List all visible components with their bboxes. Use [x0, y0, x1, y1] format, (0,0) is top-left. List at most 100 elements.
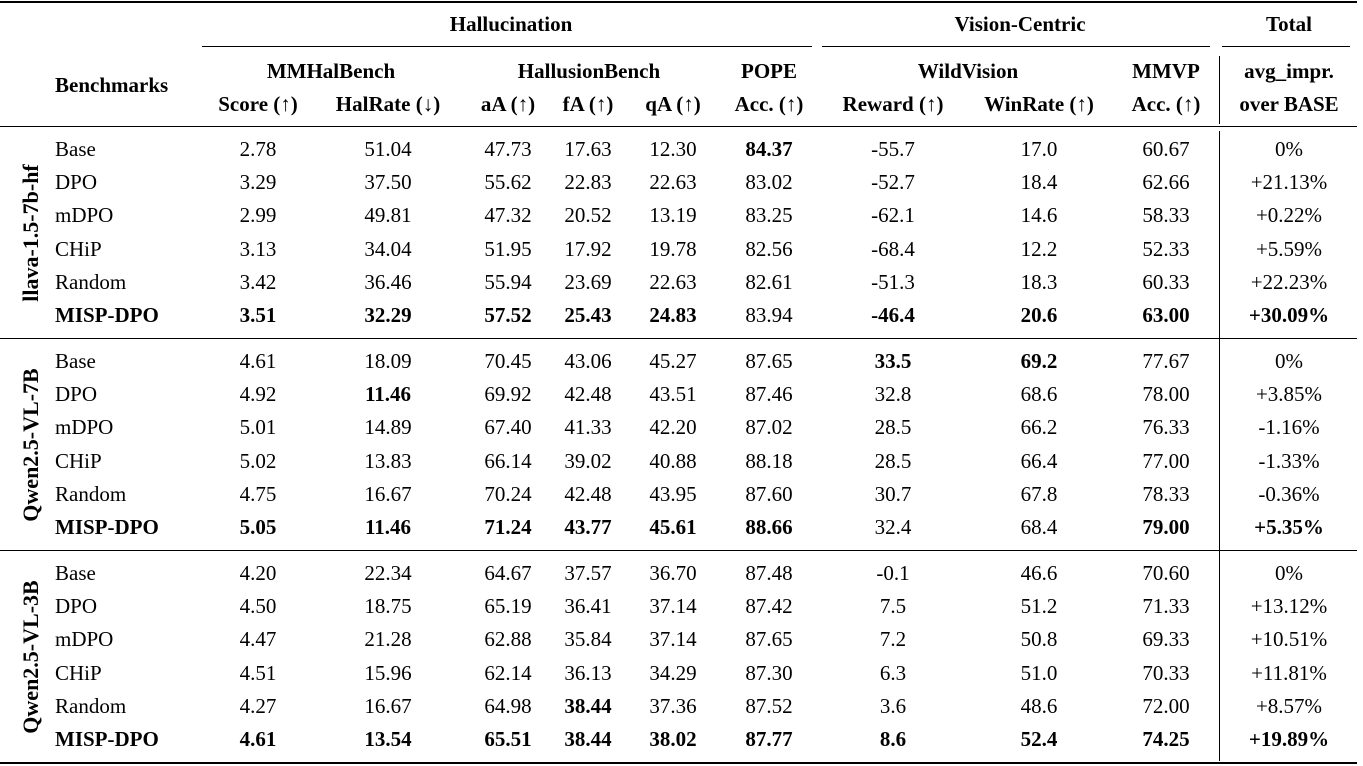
- table-cell: +30.09%: [1248, 303, 1330, 327]
- method-name: Random: [55, 269, 127, 294]
- method-name: mDPO: [55, 415, 114, 440]
- table-cell: 65.51: [484, 727, 532, 751]
- table-cell: 67.40: [484, 415, 532, 440]
- table-cell: 14.6: [1020, 203, 1058, 228]
- table-cell: 5.02: [239, 448, 277, 473]
- table-cell: 4.75: [239, 481, 277, 506]
- table-cell: 43.95: [649, 481, 697, 506]
- table-cell: 17.92: [564, 236, 612, 261]
- table-cell: 51.0: [1020, 660, 1058, 685]
- table-cell: 58.33: [1142, 203, 1190, 228]
- col-qa: qA (↑): [645, 92, 701, 116]
- table-cell: 37.36: [649, 693, 697, 718]
- table-cell: 66.14: [484, 448, 532, 473]
- col-reward: Reward (↑): [842, 92, 944, 116]
- table-cell: 40.88: [649, 448, 697, 473]
- table-cell: 47.73: [484, 137, 532, 161]
- table-cell: +0.22%: [1255, 203, 1323, 228]
- table-cell: 46.6: [1020, 561, 1058, 585]
- method-name: MISP-DPO: [55, 303, 159, 327]
- table-cell: 38.44: [564, 693, 612, 718]
- table-cell: 6.3: [879, 660, 907, 685]
- method-name: Base: [55, 349, 96, 373]
- table-cell: 55.62: [484, 170, 532, 195]
- model-label: llava-1.5-7b-hf: [18, 163, 43, 302]
- table-cell: 76.33: [1142, 415, 1190, 440]
- table-cell: 87.60: [745, 481, 793, 506]
- table-cell: 13.54: [364, 727, 412, 751]
- table-cell: 12.2: [1020, 236, 1058, 261]
- table-cell: -1.33%: [1258, 448, 1320, 473]
- table-cell: 69.33: [1142, 627, 1190, 652]
- table-cell: 70.33: [1142, 660, 1190, 685]
- table-cell: +21.13%: [1250, 170, 1328, 195]
- method-name: Random: [55, 693, 127, 718]
- table-cell: 77.67: [1142, 349, 1190, 373]
- table-cell: 77.00: [1142, 448, 1190, 473]
- table-cell: 63.00: [1142, 303, 1190, 327]
- table-cell: 66.4: [1020, 448, 1058, 473]
- table-cell: 3.42: [239, 269, 277, 294]
- col-mmvp-acc: Acc. (↑): [1131, 92, 1201, 116]
- subgroup-hallusionbench: HallusionBench: [517, 59, 661, 83]
- table-cell: 13.83: [364, 448, 412, 473]
- table-cell: 55.94: [484, 269, 532, 294]
- table-cell: 83.25: [745, 203, 793, 228]
- table-cell: -51.3: [871, 269, 915, 294]
- benchmarks-label: Benchmarks: [55, 73, 169, 97]
- table-cell: 16.67: [364, 693, 412, 718]
- method-name: mDPO: [55, 627, 114, 652]
- table-cell: 37.50: [364, 170, 412, 195]
- table-cell: -68.4: [871, 236, 915, 261]
- table-cell: 71.33: [1142, 594, 1190, 619]
- table-cell: -46.4: [871, 303, 915, 327]
- table-cell: 18.3: [1020, 269, 1058, 294]
- table-cell: +10.51%: [1250, 627, 1328, 652]
- table-cell: 37.57: [564, 561, 612, 585]
- table-cell: 21.28: [364, 627, 412, 652]
- group-vision-centric: Vision-Centric: [954, 12, 1086, 36]
- table-cell: -52.7: [871, 170, 915, 195]
- table-cell: -0.36%: [1258, 481, 1320, 506]
- table-cell: 18.75: [364, 594, 412, 619]
- col-fa: fA (↑): [562, 92, 614, 116]
- table-cell: 69.2: [1020, 349, 1058, 373]
- total-underline: [1222, 46, 1350, 47]
- table-cell: 42.20: [649, 415, 697, 440]
- bottom-rule: [0, 762, 1357, 764]
- table-cell: 87.02: [745, 415, 793, 440]
- table-cell: 64.67: [484, 561, 532, 585]
- table-cell: 19.78: [649, 236, 697, 261]
- table-cell: 45.61: [649, 515, 697, 539]
- table-cell: 37.14: [649, 594, 697, 619]
- table-cell: +3.85%: [1255, 382, 1323, 407]
- method-name: Random: [55, 481, 127, 506]
- table-cell: 83.94: [745, 303, 793, 327]
- table-cell: +5.35%: [1254, 515, 1324, 539]
- table-cell: 83.02: [745, 170, 793, 195]
- table-cell: 70.60: [1142, 561, 1190, 585]
- table-cell: 43.51: [649, 382, 697, 407]
- table-cell: 41.33: [564, 415, 612, 440]
- table-cell: 2.78: [239, 137, 277, 161]
- table-cell: 67.8: [1020, 481, 1058, 506]
- subgroup-avg: avg_impr.: [1244, 59, 1334, 83]
- table-cell: 87.42: [745, 594, 793, 619]
- table-cell: 52.33: [1142, 236, 1190, 261]
- table-cell: 68.4: [1020, 515, 1058, 539]
- subgroup-pope: POPE: [741, 59, 797, 83]
- table-cell: -0.1: [876, 561, 910, 585]
- method-name: CHiP: [55, 660, 102, 685]
- table-cell: 5.01: [239, 415, 277, 440]
- table-cell: 4.27: [239, 693, 277, 718]
- table-cell: 87.52: [745, 693, 793, 718]
- table-cell: 84.37: [745, 137, 793, 161]
- table-cell: 43.77: [564, 515, 612, 539]
- table-cell: 2.99: [239, 203, 277, 228]
- table-cell: -62.1: [871, 203, 915, 228]
- col-halrate: HalRate (↓): [335, 92, 441, 116]
- table-cell: 4.92: [239, 382, 277, 407]
- table-cell: 8.6: [879, 727, 907, 751]
- table-cell: 4.50: [239, 594, 277, 619]
- table-cell: 78.00: [1142, 382, 1190, 407]
